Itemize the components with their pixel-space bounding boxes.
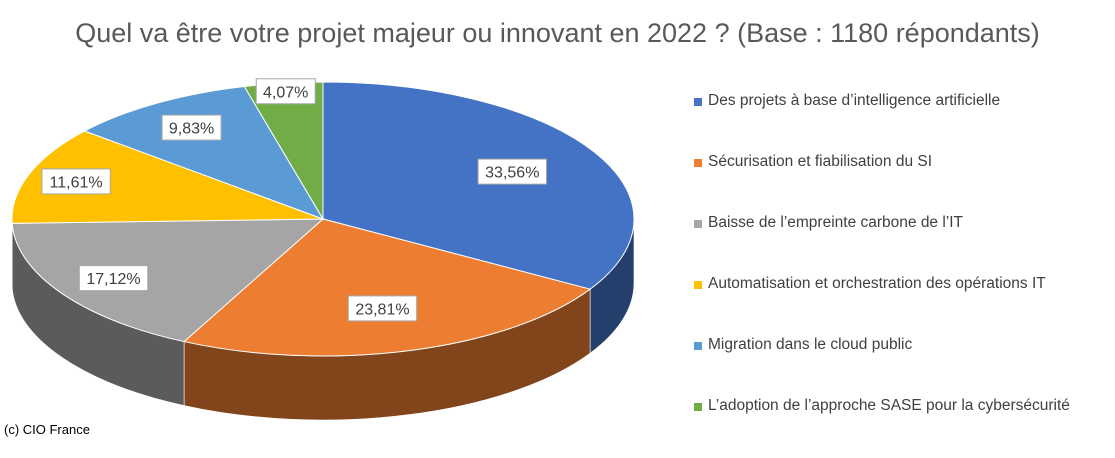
data-label-text: 17,12% [86,271,140,288]
data-label-migration-dans-le-cloud-public: 9,83% [162,115,221,140]
legend-swatch [694,159,702,167]
pie-tops [12,82,634,356]
legend-label: Sécurisation et fiabilisation du SI [708,153,932,171]
legend-item-baisse-de-l-empreinte-carbone-de-l-it: Baisse de l’empreinte carbone de l’IT [694,214,1112,275]
data-label-text: 33,56% [485,165,539,182]
legend: Des projets à base d’intelligence artifi… [694,92,1112,458]
data-label-text: 23,81% [355,301,409,318]
legend-swatch [694,403,702,411]
legend-item-migration-dans-le-cloud-public: Migration dans le cloud public [694,336,1112,397]
data-label-automatisation-et-orchestration-des-operations-it: 11,61% [42,169,110,194]
legend-item-l-adoption-de-l-approche-sase-pour-la-cybersecurite: L’adoption de l’approche SASE pour la cy… [694,397,1112,458]
data-label-text: 4,07% [263,84,308,101]
legend-label: Des projets à base d’intelligence artifi… [708,92,1000,110]
legend-swatch [694,98,702,106]
legend-item-securisation-et-fiabilisation-du-si: Sécurisation et fiabilisation du SI [694,153,1112,214]
credit-text: (c) CIO France [4,422,90,437]
data-label-securisation-et-fiabilisation-du-si: 23,81% [348,296,416,321]
legend-item-automatisation-et-orchestration-des-operations-it: Automatisation et orchestration des opér… [694,275,1112,336]
legend-swatch [694,281,702,289]
legend-label: Baisse de l’empreinte carbone de l’IT [708,214,963,232]
legend-swatch [694,220,702,228]
legend-label: L’adoption de l’approche SASE pour la cy… [708,397,1070,415]
data-label-baisse-de-l-empreinte-carbone-de-l-it: 17,12% [79,266,147,291]
legend-swatch [694,342,702,350]
data-label-text: 9,83% [169,121,214,138]
legend-label: Migration dans le cloud public [708,336,912,354]
legend-item-des-projets-a-base-d-intelligence-artificielle: Des projets à base d’intelligence artifi… [694,92,1112,153]
data-label-des-projets-a-base-d-intelligence-artificielle: 33,56% [478,159,546,184]
legend-label: Automatisation et orchestration des opér… [708,275,1046,293]
data-label-text: 11,61% [50,174,103,191]
data-label-l-adoption-de-l-approche-sase-pour-la-cybersecurite: 4,07% [256,79,315,104]
